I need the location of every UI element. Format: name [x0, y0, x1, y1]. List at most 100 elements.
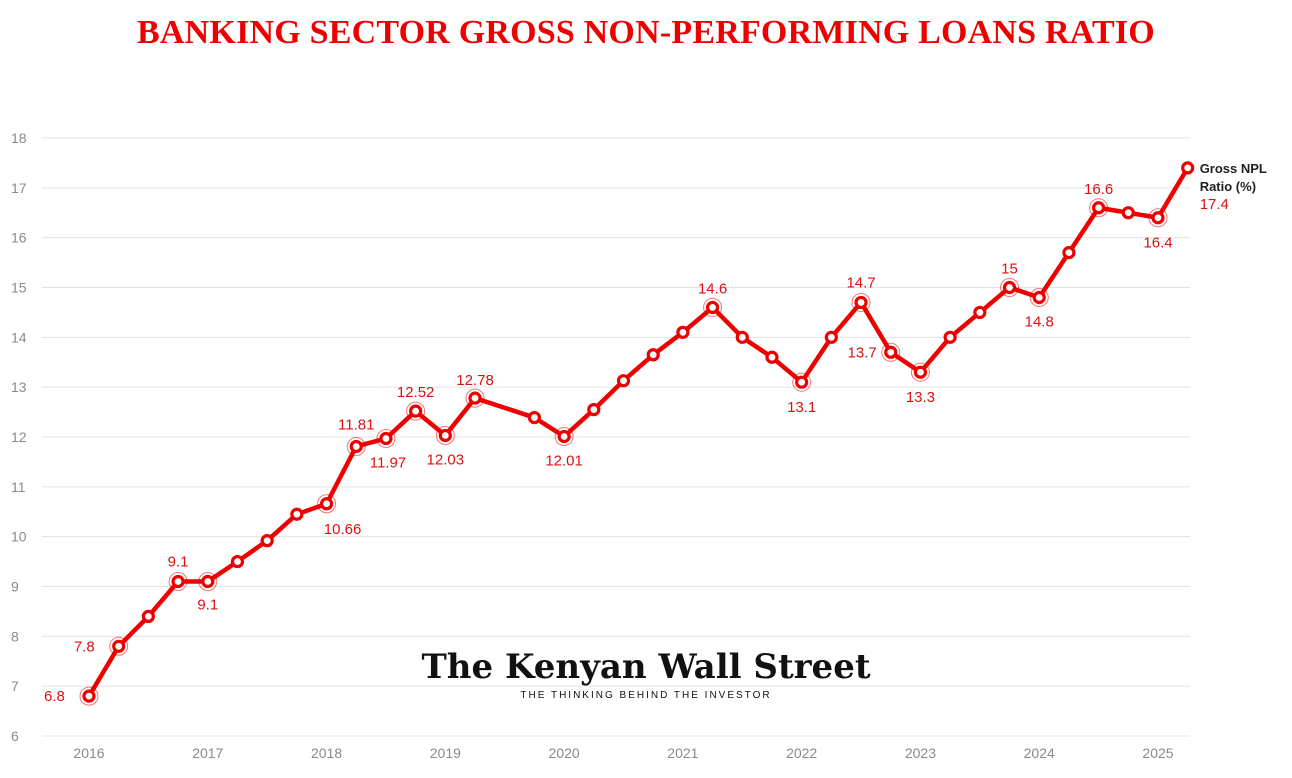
point-halo-8 — [317, 494, 337, 514]
data-label-11: 12.52 — [397, 384, 435, 401]
data-point-23 — [795, 375, 809, 389]
data-point-27 — [913, 365, 928, 379]
data-point-16 — [587, 402, 601, 417]
data-label-1: 7.8 — [74, 638, 95, 655]
watermark-name: The Kenyan Wall Street — [421, 647, 870, 687]
point-halo-35 — [1148, 208, 1168, 228]
data-point-7 — [290, 507, 304, 521]
point-halo-0 — [79, 686, 99, 706]
y-tick-label-7: 7 — [11, 678, 19, 694]
y-tick-label-9: 9 — [11, 579, 19, 595]
data-label-30: 15 — [1001, 261, 1018, 278]
data-labels: 6.8 7.8 9.1 9.1 10.66 11.81 11.97 12.52 12.03 12.… — [44, 181, 1229, 705]
data-point-24 — [824, 330, 838, 344]
y-tick-label-8: 8 — [11, 628, 19, 644]
point-halo-11 — [406, 401, 426, 421]
x-tick-label-2023: 2023 — [905, 745, 936, 761]
point-halo-31 — [1029, 287, 1049, 307]
data-point-26 — [884, 345, 898, 359]
data-point-17 — [616, 374, 631, 388]
data-point-22 — [765, 350, 779, 364]
data-point-2 — [141, 609, 155, 624]
data-label-31: 14.8 — [1025, 313, 1054, 330]
data-point-11 — [409, 404, 423, 418]
data-point-10 — [379, 431, 393, 446]
data-label-4: 9.1 — [197, 597, 218, 614]
x-tick-label-2022: 2022 — [786, 745, 817, 761]
data-point-13 — [468, 391, 482, 405]
point-halo-9 — [346, 436, 366, 456]
data-label-26: 13.7 — [848, 344, 877, 361]
grid-lines — [42, 137, 1190, 737]
watermark-logo: The Kenyan Wall Street THE THINKING BEHI… — [421, 647, 870, 701]
x-tick-label-2018: 2018 — [311, 745, 342, 761]
point-halo-30 — [1000, 278, 1020, 297]
y-tick-label-6: 6 — [11, 728, 19, 744]
data-point-0 — [82, 689, 96, 703]
data-label-36: 17.4 — [1200, 196, 1229, 213]
series-line — [86, 165, 1190, 699]
data-point-1 — [112, 639, 126, 653]
legend-label-line1: Gross NPL — [1200, 161, 1267, 176]
chart-title: BANKING SECTOR GROSS NON-PERFORMING LOAN… — [137, 14, 1155, 51]
point-halo-20 — [703, 297, 723, 317]
point-halo-3 — [168, 572, 188, 592]
y-tick-label-18: 18 — [11, 130, 27, 146]
x-tick-label-2020: 2020 — [549, 745, 580, 761]
data-point-30 — [1002, 280, 1017, 295]
point-halo-26 — [881, 342, 901, 362]
data-point-29 — [973, 305, 987, 320]
x-tick-label-2017: 2017 — [192, 745, 223, 761]
y-tick-label-15: 15 — [11, 280, 27, 296]
point-halo-10 — [376, 428, 396, 448]
data-label-20: 14.6 — [698, 280, 727, 297]
data-point-14 — [527, 410, 542, 425]
data-point-9 — [349, 439, 363, 454]
y-tick-label-12: 12 — [11, 429, 27, 445]
data-label-3: 9.1 — [168, 554, 189, 571]
series-gross-npl — [79, 161, 1195, 706]
data-point-6 — [260, 534, 274, 548]
x-tick-label-2019: 2019 — [430, 745, 461, 761]
series-legend: Gross NPL Ratio (%) — [1200, 161, 1267, 194]
y-tick-label-10: 10 — [11, 529, 27, 545]
point-halo-25 — [851, 292, 871, 312]
data-point-18 — [646, 348, 660, 362]
point-halo-23 — [792, 372, 812, 392]
x-tick-label-2016: 2016 — [73, 745, 104, 761]
y-tick-label-17: 17 — [11, 180, 27, 196]
data-label-13: 12.78 — [456, 372, 494, 389]
point-halo-4 — [198, 572, 218, 592]
point-halo-13 — [465, 388, 485, 408]
legend-label-line2: Ratio (%) — [1200, 179, 1256, 194]
data-label-35: 16.4 — [1143, 235, 1172, 252]
x-tick-label-2025: 2025 — [1142, 745, 1173, 761]
data-label-23: 13.1 — [787, 399, 816, 416]
data-point-32 — [1062, 246, 1076, 260]
data-point-4 — [201, 574, 215, 589]
y-tick-label-13: 13 — [11, 379, 27, 395]
data-point-3 — [171, 574, 185, 589]
y-tick-label-14: 14 — [11, 329, 27, 345]
point-halo-1 — [109, 636, 129, 656]
data-label-27: 13.3 — [906, 389, 935, 406]
data-point-5 — [230, 554, 245, 569]
data-point-34 — [1121, 206, 1135, 220]
data-label-15: 12.01 — [545, 453, 583, 470]
y-axis-ticks: 6 7 8 9 10 11 12 13 14 15 16 17 18 — [11, 130, 27, 744]
x-axis-ticks: 2016 2017 2018 2019 2020 2021 2022 2023 2024 2025 — [73, 745, 1173, 761]
data-point-12 — [438, 428, 452, 443]
data-label-0: 6.8 — [44, 688, 65, 705]
y-tick-label-11: 11 — [11, 479, 26, 495]
x-tick-label-2024: 2024 — [1024, 745, 1055, 761]
data-label-9: 11.81 — [338, 416, 374, 433]
data-point-33 — [1092, 201, 1106, 215]
data-label-8: 10.66 — [324, 521, 362, 538]
data-point-19 — [676, 325, 690, 339]
data-point-25 — [854, 295, 868, 310]
y-tick-label-16: 16 — [11, 230, 27, 246]
point-halo-15 — [554, 427, 574, 447]
point-halo-33 — [1089, 198, 1109, 218]
data-point-21 — [735, 330, 749, 344]
